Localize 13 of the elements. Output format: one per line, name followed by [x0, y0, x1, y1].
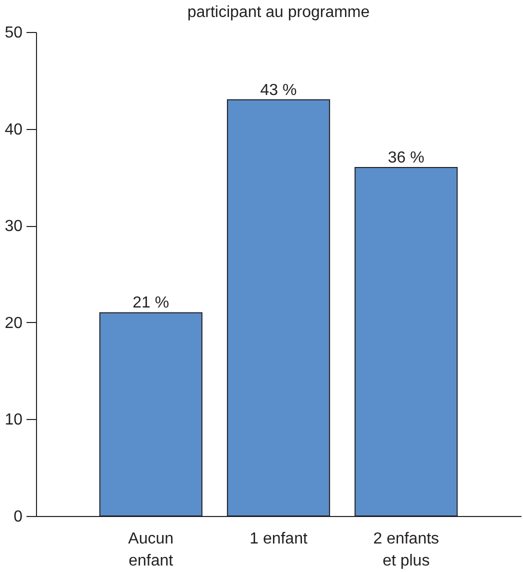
y-tick-label: 0 [14, 508, 23, 526]
y-tick-label: 10 [4, 412, 23, 429]
x-tick-label: 2 enfants et plus [373, 530, 440, 570]
x-tick-label: Aucun enfant [128, 530, 174, 570]
y-tick-label: 20 [4, 314, 23, 332]
chart-title: participant au programme [187, 4, 370, 21]
y-tick-label: 40 [4, 121, 23, 138]
x-tick-label: 1 enfant [250, 530, 308, 548]
data-label: 21 % [132, 294, 170, 312]
y-tick-label: 30 [4, 218, 23, 236]
data-label: 43 % [260, 82, 297, 99]
data-label: 36 % [388, 150, 424, 167]
y-tick-label: 50 [4, 24, 23, 42]
